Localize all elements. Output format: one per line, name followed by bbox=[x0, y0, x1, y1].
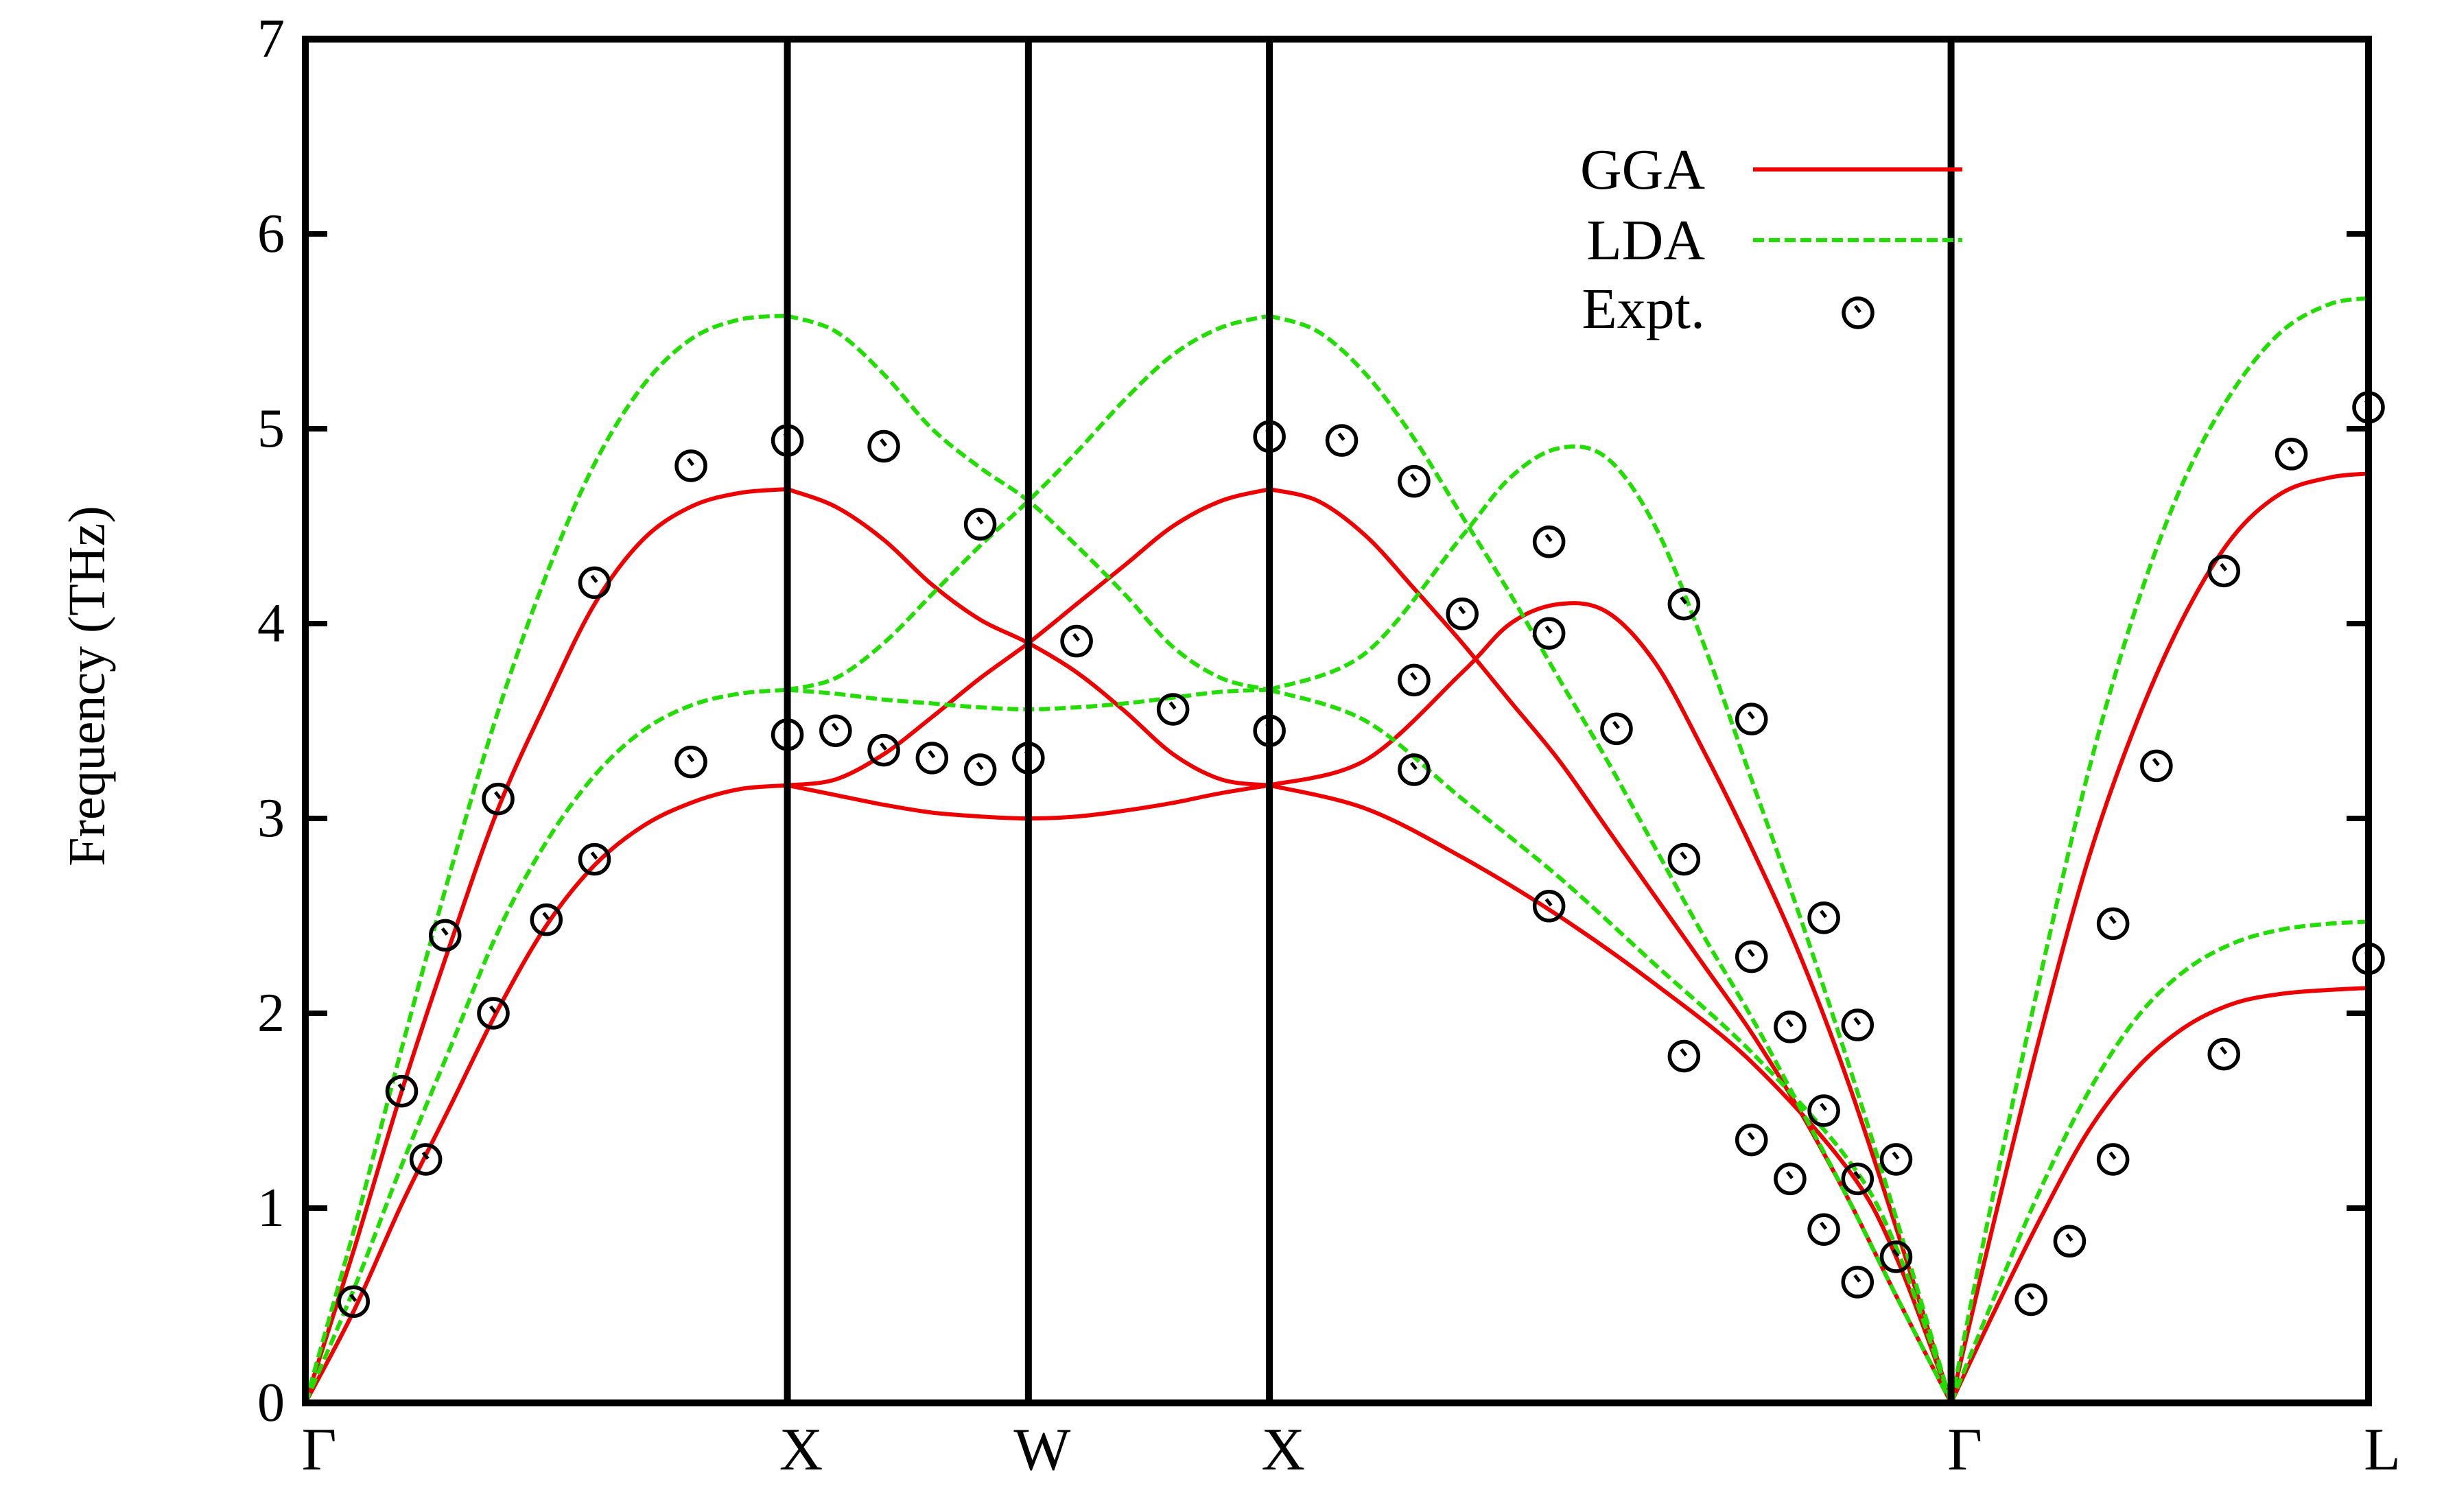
lda-branch-16 bbox=[1269, 314, 1953, 1404]
expt-point bbox=[2014, 1283, 2047, 1316]
x-tick-label: W bbox=[1013, 1417, 1070, 1483]
gga-branch-5 bbox=[1269, 783, 1953, 1404]
expt-point bbox=[1841, 1162, 1875, 1196]
plot-area-border bbox=[302, 36, 2372, 1406]
expt-point bbox=[963, 508, 997, 541]
expt-point bbox=[2275, 438, 2308, 471]
legend-label: Expt. bbox=[1582, 277, 1705, 341]
expt-point bbox=[578, 566, 611, 600]
y-tick-label: 7 bbox=[257, 9, 285, 69]
y-tick-label: 3 bbox=[257, 788, 285, 849]
dispersion-curves bbox=[303, 296, 2369, 1404]
lda-branch-17 bbox=[1269, 444, 1953, 1404]
y-axis-label-group: Frequency (THz) bbox=[58, 506, 116, 866]
expt-point bbox=[1841, 1266, 1875, 1299]
expt-point bbox=[2096, 907, 2130, 941]
y-tick-label: 6 bbox=[257, 204, 285, 264]
expt-point bbox=[2207, 1037, 2240, 1071]
experimental-points bbox=[337, 391, 2385, 1319]
expt-point bbox=[867, 429, 900, 463]
expt-point bbox=[1841, 1008, 1875, 1041]
expt-point bbox=[1807, 1213, 1840, 1246]
legend-marker bbox=[1842, 296, 1875, 329]
y-axis-label: Frequency (THz) bbox=[58, 506, 116, 866]
lda-branch-15 bbox=[1269, 687, 1953, 1404]
expt-point bbox=[674, 745, 707, 779]
expt-point bbox=[915, 742, 949, 775]
expt-point bbox=[819, 714, 852, 747]
expt-point bbox=[1156, 693, 1190, 726]
expt-point bbox=[428, 919, 462, 952]
expt-point bbox=[2140, 749, 2173, 783]
expt-point bbox=[1398, 753, 1431, 786]
expt-point bbox=[1446, 598, 1479, 630]
x-tick-label: X bbox=[779, 1417, 823, 1483]
expt-point bbox=[1600, 712, 1633, 746]
expt-point bbox=[1735, 1123, 1768, 1157]
gga-branch-7 bbox=[1269, 601, 1953, 1404]
y-tick-label: 5 bbox=[257, 399, 285, 459]
y-tick-label: 4 bbox=[257, 593, 285, 654]
expt-point bbox=[1667, 587, 1701, 621]
expt-point bbox=[867, 733, 900, 767]
legend-marker-tick bbox=[1854, 305, 1861, 314]
expt-point bbox=[1774, 1011, 1807, 1043]
expt-point bbox=[1060, 624, 1093, 658]
expt-point bbox=[1774, 1162, 1807, 1196]
lda-branch-18 bbox=[1949, 919, 2369, 1404]
x-tick-label: Γ bbox=[1947, 1417, 1982, 1483]
legend-label: GGA bbox=[1580, 138, 1705, 202]
expt-point bbox=[1735, 702, 1768, 735]
expt-point bbox=[1735, 940, 1768, 973]
y-tick-label: 0 bbox=[257, 1373, 285, 1433]
expt-point bbox=[1398, 663, 1431, 697]
expt-point bbox=[2207, 554, 2240, 588]
y-tick-label: 2 bbox=[257, 983, 285, 1043]
expt-point bbox=[385, 1074, 419, 1108]
high-symmetry-lines bbox=[784, 39, 1955, 1403]
legend-label: LDA bbox=[1586, 209, 1705, 272]
expt-point bbox=[1879, 1143, 1913, 1176]
expt-point bbox=[1325, 424, 1359, 457]
lda-branch-13 bbox=[786, 314, 1270, 692]
expt-point bbox=[1667, 842, 1701, 876]
lda-branch-19 bbox=[1949, 296, 2369, 1404]
expt-point bbox=[2053, 1225, 2087, 1258]
expt-point bbox=[482, 782, 515, 816]
gga-branch-8 bbox=[1949, 986, 2369, 1404]
expt-point bbox=[578, 842, 611, 876]
x-tick-label: X bbox=[1261, 1417, 1305, 1483]
gga-branch-9 bbox=[1949, 471, 2369, 1404]
lda-branch-11 bbox=[303, 314, 788, 1404]
expt-point bbox=[674, 449, 707, 482]
expt-point bbox=[1532, 617, 1566, 650]
expt-point bbox=[1398, 464, 1431, 498]
expt-point bbox=[963, 753, 997, 786]
plot-frame bbox=[302, 36, 2372, 1406]
gga-branch-0 bbox=[303, 783, 788, 1404]
gga-branch-6 bbox=[1269, 487, 1953, 1404]
expt-point bbox=[477, 997, 510, 1030]
expt-point bbox=[1807, 901, 1840, 934]
expt-point bbox=[1667, 1039, 1701, 1073]
expt-point bbox=[1532, 525, 1566, 558]
expt-point bbox=[2096, 1143, 2130, 1176]
lda-branch-10 bbox=[303, 687, 788, 1404]
y-axis-ticks: 0 1 2 3 4 5 6 7 bbox=[257, 9, 2369, 1433]
expt-point bbox=[1807, 1094, 1840, 1127]
x-tick-label: Γ bbox=[302, 1417, 337, 1483]
y-tick-label: 1 bbox=[257, 1178, 285, 1238]
expt-point bbox=[530, 903, 563, 936]
expt-point bbox=[337, 1285, 371, 1319]
x-tick-label: L bbox=[2364, 1417, 2401, 1483]
gga-branch-1 bbox=[303, 487, 788, 1404]
expt-point bbox=[1532, 890, 1566, 923]
expt-point bbox=[1879, 1240, 1913, 1273]
expt-point bbox=[409, 1143, 443, 1176]
